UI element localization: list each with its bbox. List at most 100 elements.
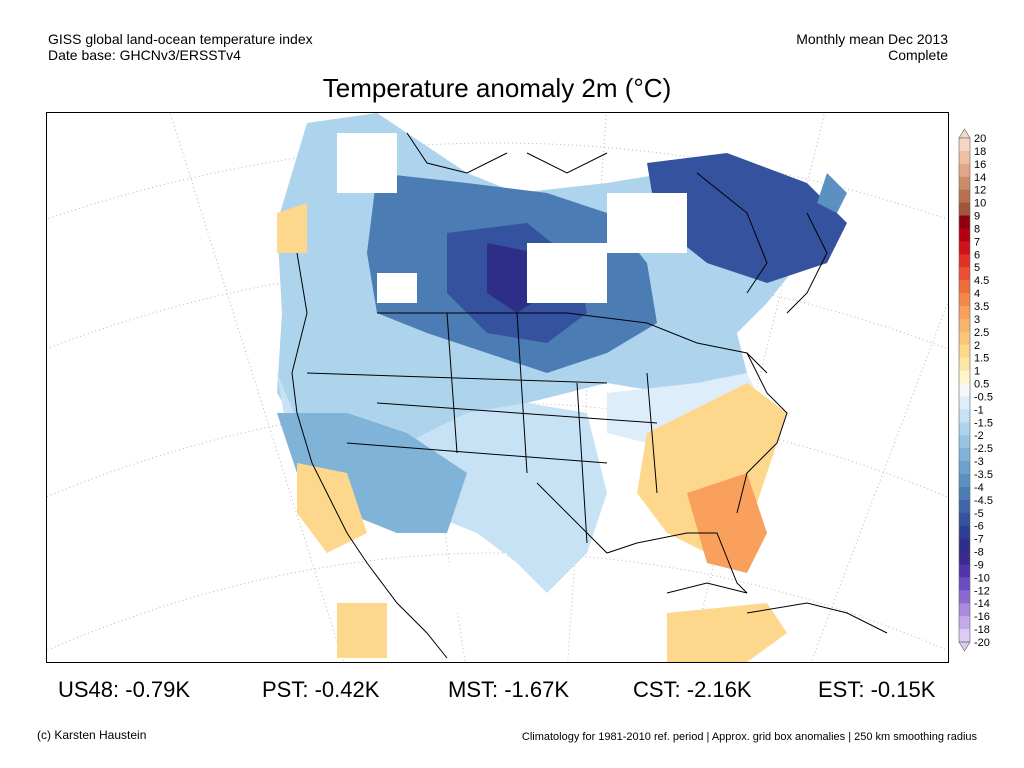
legend-tick-label: -2 — [974, 430, 984, 442]
legend-swatch — [959, 409, 970, 423]
legend-swatch — [959, 422, 970, 436]
legend-tick-label: 1.5 — [974, 353, 989, 365]
legend-swatch — [959, 486, 970, 501]
legend-tick-label: 6 — [974, 249, 980, 261]
legend-tick-label: 7 — [974, 236, 980, 248]
legend-tick-label: -3 — [974, 456, 984, 468]
legend-swatch — [959, 448, 970, 462]
legend-swatch — [959, 525, 970, 540]
legend-swatch — [959, 254, 970, 268]
legend-min-arrow — [958, 641, 971, 652]
legend-swatch — [959, 331, 970, 346]
legend-swatch — [959, 138, 970, 152]
legend-swatch — [959, 228, 970, 242]
coastlines — [291, 132, 888, 659]
legend-tick-label: 12 — [974, 185, 986, 197]
legend-swatch — [959, 176, 970, 191]
stat-cst: CST: -2.16K — [633, 677, 752, 702]
legend-swatch — [959, 590, 970, 604]
legend-swatch — [959, 280, 970, 294]
legend-swatch — [959, 499, 970, 514]
legend-tick-label: 5 — [974, 262, 980, 274]
legend-swatch — [959, 577, 970, 591]
legend-outline — [958, 137, 971, 643]
legend-swatch — [959, 189, 970, 204]
legend-tick-label: 1 — [974, 366, 980, 378]
legend-tick-label: -4 — [974, 482, 984, 494]
legend-tick-label: -4.5 — [974, 495, 993, 507]
legend-tick-label: 20 — [974, 133, 986, 145]
legend-swatch — [959, 461, 970, 475]
legend-tick-label: -7 — [974, 534, 984, 546]
legend-tick-label: 9 — [974, 211, 980, 223]
method-note: Climatology for 1981-2010 ref. period | … — [521, 731, 977, 743]
legend-tick-label: 2 — [974, 340, 980, 352]
legend-tick-label: -10 — [974, 572, 990, 584]
legend-swatch — [959, 538, 970, 553]
stat-est: EST: -0.15K — [818, 677, 936, 702]
legend-swatch — [959, 435, 970, 449]
color-legend: 201816141210987654.543.532.521.510.5-0.5… — [958, 128, 993, 652]
legend-swatch — [959, 370, 970, 385]
header-database: Date base: GHCNv3/ERSSTv4 — [48, 47, 241, 63]
legend-swatch — [959, 150, 970, 165]
legend-swatch — [959, 202, 970, 217]
legend-tick-label: 16 — [974, 159, 986, 171]
legend-tick-label: -20 — [974, 637, 990, 649]
legend-swatch — [959, 383, 970, 397]
legend-swatch — [959, 241, 970, 255]
legend-tick-label: 14 — [974, 172, 986, 184]
legend-tick-label: -2.5 — [974, 443, 993, 455]
header-period: Monthly mean Dec 2013 — [796, 31, 948, 47]
legend-tick-label: 3 — [974, 314, 980, 326]
header-dataset: GISS global land-ocean temperature index — [48, 31, 313, 47]
legend-swatch — [959, 603, 970, 617]
header-status: Complete — [888, 47, 948, 63]
anomaly-field — [277, 113, 847, 662]
header-left: GISS global land-ocean temperature index… — [48, 31, 313, 63]
legend-tick-label: -16 — [974, 611, 990, 623]
legend-swatch — [959, 629, 970, 643]
map-canvas — [47, 113, 948, 662]
legend-swatch — [959, 357, 970, 372]
legend-swatch — [959, 163, 970, 178]
legend-max-arrow — [958, 128, 971, 139]
stat-pst: PST: -0.42K — [262, 677, 380, 702]
legend-tick-label: 18 — [974, 146, 986, 158]
region-stats: US48: -0.79K PST: -0.42K MST: -1.67K CST… — [0, 677, 1024, 707]
legend-swatch — [959, 512, 970, 527]
legend-tick-label: -9 — [974, 559, 984, 571]
legend-swatch — [959, 564, 970, 578]
legend-swatch — [959, 293, 970, 307]
legend-swatch — [959, 396, 970, 410]
stat-us48: US48: -0.79K — [58, 677, 191, 702]
legend-swatch — [959, 474, 970, 488]
legend-tick-label: -18 — [974, 624, 990, 636]
credit: (c) Karsten Haustein — [37, 728, 147, 742]
legend-tick-label: -5 — [974, 508, 984, 520]
legend-swatch — [959, 306, 970, 320]
legend-swatch — [959, 318, 970, 333]
legend-tick-label: -1 — [974, 404, 984, 416]
legend-swatch — [959, 551, 970, 565]
legend-tick-label: -6 — [974, 521, 984, 533]
legend-swatch — [959, 616, 970, 630]
legend-tick-label: -1.5 — [974, 417, 993, 429]
legend-tick-label: -0.5 — [974, 391, 993, 403]
legend-swatch — [959, 267, 970, 281]
legend-tick-label: 2.5 — [974, 327, 989, 339]
legend-tick-label: 8 — [974, 223, 980, 235]
legend-tick-label: -8 — [974, 547, 984, 559]
legend-tick-label: 10 — [974, 198, 986, 210]
legend-tick-label: -12 — [974, 585, 990, 597]
map-title: Temperature anomaly 2m (°C) — [322, 73, 672, 103]
legend-tick-label: 4.5 — [974, 275, 989, 287]
legend-tick-label: 3.5 — [974, 301, 989, 313]
legend-tick-label: -3.5 — [974, 469, 993, 481]
legend-swatch — [959, 215, 970, 229]
stat-mst: MST: -1.67K — [448, 677, 570, 702]
legend-tick-label: -14 — [974, 598, 990, 610]
legend-swatch — [959, 344, 970, 359]
header-right: Monthly mean Dec 2013 Complete — [796, 31, 948, 63]
legend-tick-label: 0.5 — [974, 379, 989, 391]
